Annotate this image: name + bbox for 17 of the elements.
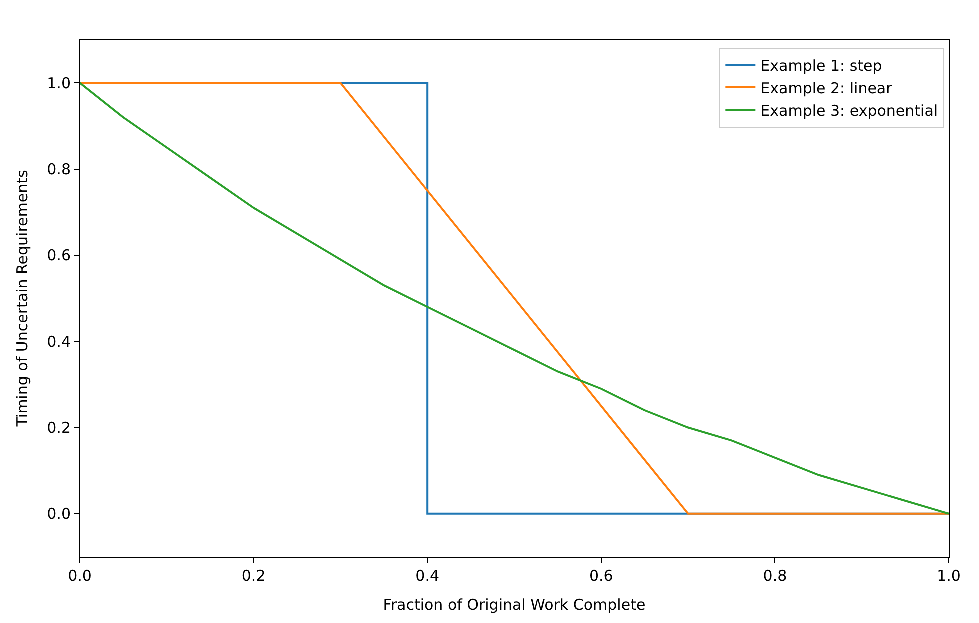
y-tick-label: 0.6	[47, 246, 71, 265]
y-tick-label: 1.0	[47, 74, 71, 92]
legend-label: Example 3: exponential	[760, 102, 938, 120]
legend-label: Example 2: linear	[760, 79, 894, 98]
y-tick-label: 0.0	[47, 505, 71, 524]
y-axis-title: Timing of Uncertain Requirements	[13, 170, 32, 428]
y-tick-label: 0.8	[47, 160, 71, 178]
x-tick-label: 0.2	[242, 567, 266, 585]
x-tick-label: 0.8	[763, 567, 788, 585]
x-tick-label: 1.0	[937, 567, 961, 585]
x-axis-title: Fraction of Original Work Complete	[383, 596, 646, 614]
y-tick-label: 0.2	[47, 419, 71, 437]
x-tick-label: 0.4	[416, 567, 440, 585]
legend-label: Example 1: step	[760, 56, 882, 75]
y-tick-label: 0.4	[47, 332, 71, 351]
x-tick-label: 0.0	[68, 567, 92, 585]
x-tick-label: 0.6	[589, 567, 614, 585]
